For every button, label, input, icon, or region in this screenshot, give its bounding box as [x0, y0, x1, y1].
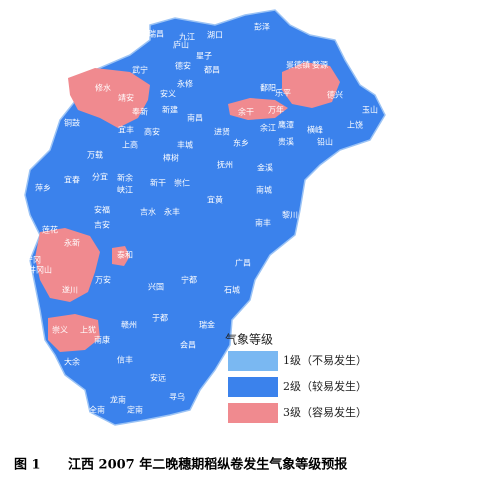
county-label: 南城: [256, 185, 272, 195]
county-label: 分宜: [92, 172, 108, 182]
county-label: 高安: [144, 127, 160, 137]
county-label: 都昌: [204, 66, 220, 75]
county-label: 宜黄: [207, 195, 223, 205]
county-label: 横峰: [307, 125, 323, 135]
county-label: 万安: [95, 275, 111, 285]
county-label: 万年: [268, 105, 284, 115]
county-label: 信丰: [117, 355, 133, 365]
county-label: 崇仁: [174, 178, 190, 188]
county-label: 宁冈: [25, 255, 41, 265]
county-label: 吉水: [140, 207, 156, 217]
county-label: 星子: [196, 52, 212, 61]
county-label: 湖口: [207, 31, 223, 40]
county-label: 上饶: [347, 120, 363, 130]
county-label: 瑞金: [199, 320, 215, 330]
county-label: 定南: [127, 405, 143, 415]
county-label: 井冈山: [28, 265, 52, 275]
county-label: 龙南: [110, 395, 126, 405]
county-label: 兴国: [148, 283, 164, 292]
county-label: 南昌: [187, 113, 203, 123]
county-label: 上高: [122, 140, 138, 150]
county-label: 寻乌: [169, 392, 185, 402]
county-label: 安福: [94, 205, 110, 215]
county-label: 九江: [179, 33, 195, 42]
red-area: [112, 246, 130, 266]
red-area: [228, 98, 288, 120]
county-label: 峡江: [117, 185, 133, 195]
county-label: 萍乡: [35, 183, 51, 193]
county-label: 莲花: [42, 225, 58, 235]
county-label: 德兴: [327, 90, 343, 100]
county-label: 丰城: [177, 140, 193, 150]
county-label: 上犹: [80, 325, 96, 335]
county-label: 南康: [94, 335, 110, 345]
legend-item: 3级（容易发生）: [283, 405, 367, 419]
county-label: 东乡: [233, 138, 249, 148]
legend-title: 气象等级: [225, 332, 273, 347]
county-label: 鹰潭: [278, 120, 294, 130]
legend-item: 1级（不易发生）: [283, 353, 367, 367]
county-label: 宜春: [64, 175, 80, 185]
county-label: 庐山: [173, 40, 189, 50]
county-label: 大余: [64, 357, 80, 367]
county-label: 全南: [89, 405, 105, 415]
county-label: 铅山: [317, 137, 333, 147]
county-label: 德安: [175, 61, 191, 71]
county-label: 永新: [64, 238, 80, 248]
county-label: 南丰: [255, 218, 271, 228]
county-label: 安远: [150, 373, 166, 383]
legend-swatch: [228, 351, 278, 371]
county-label: 永丰: [164, 207, 180, 217]
county-label: 贵溪: [278, 137, 294, 147]
legend-swatch: [228, 377, 278, 397]
county-label: 宜丰: [118, 125, 134, 135]
county-label: 余江: [260, 123, 276, 133]
county-label: 抚州: [217, 160, 233, 170]
county-label: 靖安: [118, 93, 134, 103]
county-label: 乐平: [275, 88, 291, 98]
county-label: 安义: [160, 89, 176, 99]
risk-level-3-areas: [35, 62, 340, 352]
county-label: 瑞昌: [148, 29, 164, 39]
county-label: 进贤: [214, 128, 230, 137]
red-area: [48, 314, 100, 352]
county-label: 奉新: [132, 107, 148, 117]
county-label: 石城: [224, 286, 240, 295]
red-area: [35, 228, 100, 302]
county-label: 景德镇: [286, 60, 310, 70]
county-label: 余干: [238, 107, 254, 117]
county-label: 泰和: [117, 250, 133, 260]
county-label: 永修: [177, 79, 193, 89]
county-label: 彭泽: [254, 22, 270, 32]
county-label: 武宁: [132, 65, 148, 75]
county-label: 铜鼓: [64, 118, 80, 128]
county-label: 鄱阳: [260, 84, 276, 93]
county-label: 樟树: [163, 153, 179, 163]
county-label: 吉安: [94, 220, 110, 230]
county-label: 万载: [87, 150, 103, 160]
red-area: [68, 68, 150, 128]
county-label: 黎川: [282, 210, 298, 220]
county-label: 新干: [150, 178, 166, 188]
caption-number: 图 1: [14, 458, 41, 473]
county-label: 新余: [117, 173, 133, 183]
caption-text: 江西 2007 年二晚穗期稻纵卷发生气象等级预报: [68, 457, 348, 473]
county-label: 玉山: [362, 105, 378, 115]
county-label: 赣州: [121, 320, 137, 330]
county-label: 崇义: [52, 326, 68, 335]
red-area: [282, 62, 340, 108]
county-label: 修水: [95, 83, 111, 93]
legend-swatch: [228, 403, 278, 423]
legend-item: 2级（较易发生）: [283, 379, 367, 393]
county-label: 会昌: [180, 340, 196, 350]
county-label: 金溪: [257, 163, 273, 173]
county-label: 广昌: [235, 258, 251, 268]
county-label: 婺源: [312, 60, 328, 70]
county-label: 遂川: [62, 285, 78, 295]
county-label: 新建: [162, 105, 178, 115]
county-label: 宁都: [181, 275, 197, 285]
county-label: 于都: [152, 314, 168, 323]
